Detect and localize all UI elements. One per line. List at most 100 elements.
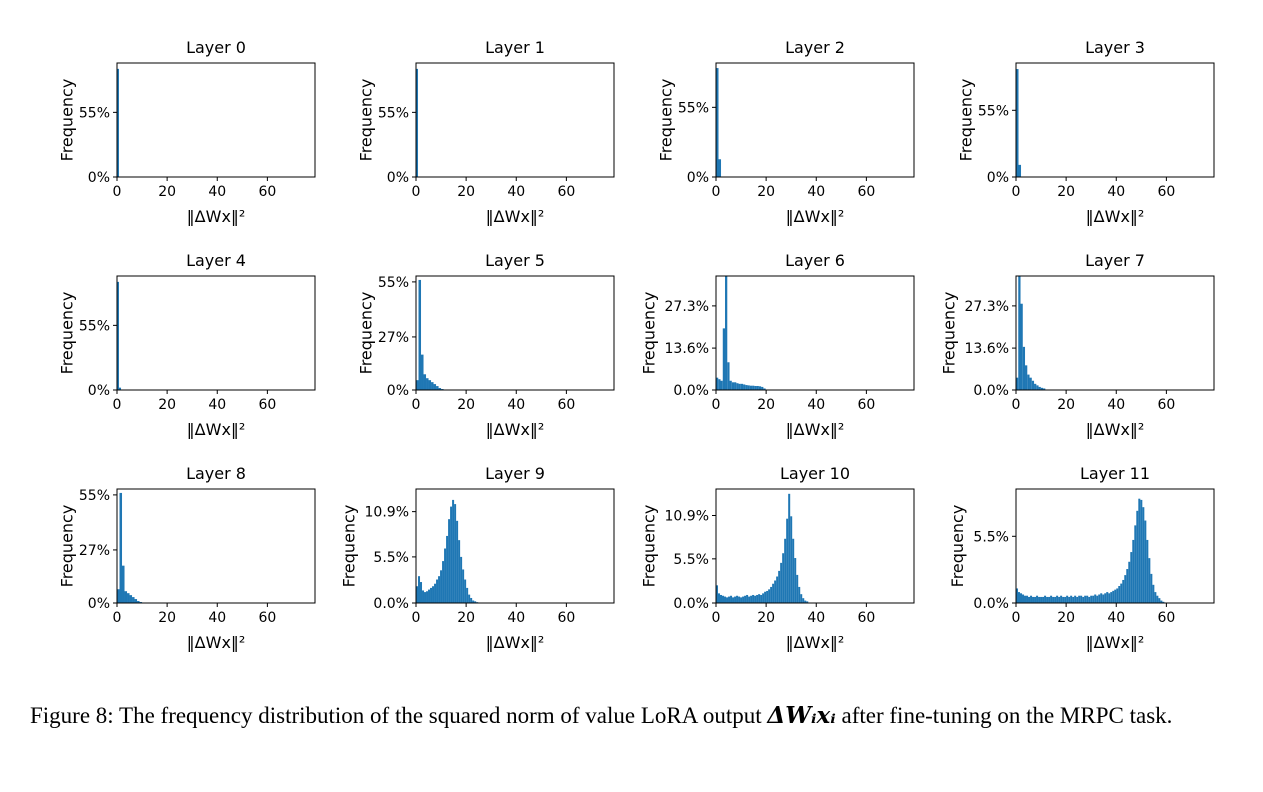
histogram-bar [1052, 596, 1055, 603]
histogram-bar [132, 597, 135, 603]
histogram-bar [1140, 499, 1143, 603]
histogram-bar [804, 600, 807, 603]
y-tick-label: 0.0% [973, 596, 1009, 612]
histogram-bar [1025, 365, 1028, 390]
x-axis-label: ‖ΔWx‖² [1086, 207, 1145, 226]
histogram-bar [1018, 164, 1022, 177]
x-tick-label: 20 [1057, 397, 1075, 413]
histogram-bar [736, 595, 739, 603]
histogram-bar [725, 276, 728, 390]
histogram-bar [468, 594, 471, 603]
x-tick-label: 0 [1012, 184, 1021, 200]
x-tick-label: 0 [113, 397, 122, 413]
histogram-bar [760, 594, 763, 603]
histogram-bar [731, 382, 735, 390]
histogram-bar [420, 582, 423, 603]
histogram-bar [1130, 552, 1133, 603]
histogram-bar [766, 590, 769, 603]
histogram-bar [430, 587, 433, 603]
subplot-title: Layer 5 [485, 251, 545, 270]
y-axis-label: Frequency [640, 292, 659, 375]
subplot-title: Layer 4 [186, 251, 246, 270]
y-tick-label: 10.9% [665, 508, 709, 524]
histogram-bar [1090, 595, 1093, 603]
x-tick-label: 20 [457, 184, 475, 200]
histogram-bar [460, 556, 463, 603]
y-tick-label: 0% [387, 383, 409, 399]
histogram-bar [1126, 569, 1129, 603]
x-tick-label: 0 [113, 610, 122, 626]
histogram-bar [448, 519, 451, 603]
histogram-bar [117, 589, 120, 603]
histogram-bar [716, 585, 719, 603]
histogram-bar [418, 576, 421, 603]
y-tick-label: 55% [79, 488, 110, 504]
axes-frame [1015, 62, 1215, 178]
histogram-bar [1084, 595, 1087, 603]
histogram-bar [1108, 593, 1111, 603]
y-tick-label: 55% [378, 275, 409, 291]
x-axis-label: ‖ΔWx‖² [486, 420, 545, 439]
histogram-bar [720, 380, 723, 390]
histogram-bar [802, 598, 805, 603]
y-tick-label: 27% [79, 543, 110, 559]
histogram-bar [749, 385, 753, 390]
histogram-bar [1124, 575, 1127, 603]
histogram-bar [734, 596, 737, 603]
x-tick-label: 20 [158, 610, 176, 626]
histogram-bar [1098, 594, 1101, 603]
histogram-bar [1146, 539, 1149, 603]
x-tick-label: 20 [158, 184, 176, 200]
histogram-bar [780, 562, 783, 603]
x-axis-label: ‖ΔWx‖² [1086, 420, 1145, 439]
histogram-bar [458, 540, 461, 603]
y-tick-label: 27.3% [965, 299, 1009, 315]
histogram-bar [1088, 596, 1091, 603]
axes-frame [715, 275, 915, 391]
histogram-bar [440, 570, 443, 603]
histogram-bar [736, 383, 739, 390]
y-tick-label: 55% [678, 100, 709, 116]
x-tick-label: 40 [208, 397, 226, 413]
histogram-bar [742, 596, 745, 603]
histogram-bar [1028, 596, 1031, 603]
subplot-layer-6: Layer 6 0 20 40 60 0.0% 13.6% 27.3% ‖ΔWx‖² Freque… [640, 251, 915, 439]
y-tick-label: 0% [987, 170, 1009, 186]
x-axis-label: ‖ΔWx‖² [1086, 633, 1145, 652]
histogram-bar [792, 538, 795, 603]
y-axis-label: Frequency [340, 505, 359, 588]
histogram-bar [1162, 601, 1165, 603]
x-axis-label: ‖ΔWx‖² [187, 207, 246, 226]
histogram-bar [764, 591, 767, 603]
x-tick-label: 40 [507, 397, 525, 413]
y-axis-label: Frequency [957, 79, 976, 162]
y-tick-label: 0.0% [973, 383, 1009, 399]
histogram-bar [1086, 595, 1089, 603]
histogram-bar [428, 380, 432, 390]
histogram-bar [1060, 595, 1063, 603]
y-tick-label: 0.0% [373, 596, 409, 612]
histogram-bar [1104, 593, 1107, 603]
histogram-bar [426, 591, 429, 603]
histogram-bar [1070, 595, 1073, 603]
histogram-bar [432, 586, 435, 603]
histogram-bar [1116, 588, 1119, 603]
x-tick-label: 0 [412, 610, 421, 626]
subplot-layer-4: Layer 4 0 20 40 60 0% 55% ‖ΔWx‖² Frequency [58, 251, 316, 439]
x-tick-label: 0 [712, 610, 721, 626]
histogram-bar [1114, 589, 1117, 603]
axes-frame [1015, 275, 1215, 391]
y-tick-label: 5.5% [373, 550, 409, 566]
histogram-bar [1050, 595, 1053, 603]
histogram-bar [744, 595, 747, 603]
x-tick-label: 40 [807, 610, 825, 626]
x-tick-label: 0 [1012, 397, 1021, 413]
y-axis-label: Frequency [58, 292, 77, 375]
subplot-title: Layer 7 [1085, 251, 1145, 270]
histogram-bar [428, 589, 431, 603]
histogram-bar [464, 579, 467, 603]
y-axis-label: Frequency [940, 292, 959, 375]
x-tick-label: 0 [712, 397, 721, 413]
histogram-bar [1106, 592, 1109, 603]
histogram-bar [434, 583, 437, 603]
